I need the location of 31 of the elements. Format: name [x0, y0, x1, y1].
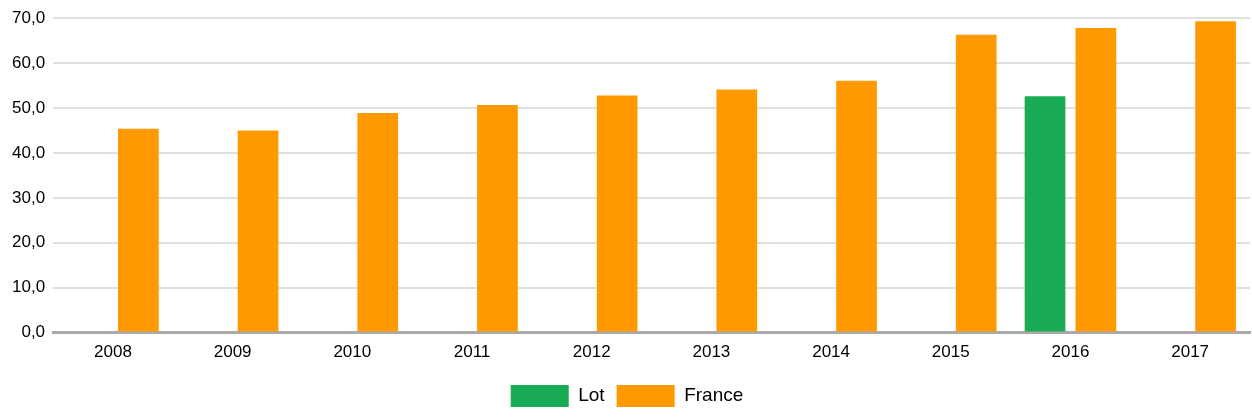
- y-tick-label: 50,0: [11, 97, 46, 117]
- y-tick-label: 70,0: [11, 7, 46, 27]
- y-tick-label: 0,0: [21, 322, 46, 342]
- x-tick-label: 2009: [213, 342, 252, 362]
- legend-label: France: [684, 384, 744, 406]
- x-tick-label: 2013: [692, 342, 731, 362]
- y-tick-label: 20,0: [11, 232, 46, 252]
- y-tick-label: 40,0: [11, 142, 46, 162]
- bar: [237, 130, 279, 332]
- y-tick-label: 10,0: [11, 277, 46, 297]
- bar: [716, 89, 758, 332]
- bar: [836, 80, 877, 332]
- x-tick-label: 2008: [94, 342, 132, 362]
- x-tick-label: 2010: [333, 342, 372, 362]
- bar: [955, 34, 997, 332]
- x-tick-label: 2012: [572, 342, 611, 362]
- y-tick-label: 30,0: [11, 187, 46, 207]
- x-tick-label: 2015: [931, 342, 970, 362]
- bar: [357, 112, 399, 332]
- y-tick-label: 60,0: [11, 52, 46, 72]
- x-tick-label: 2011: [453, 342, 491, 362]
- bar: [1195, 21, 1236, 332]
- bar: [118, 128, 159, 332]
- bar: [1075, 28, 1117, 332]
- x-tick-label: 2016: [1051, 342, 1090, 362]
- bar: [477, 104, 518, 332]
- legend-label: Lot: [578, 384, 606, 406]
- bar: [1024, 96, 1066, 332]
- x-tick-label: 2014: [812, 342, 850, 362]
- bar: [596, 95, 638, 332]
- x-tick-label: 2017: [1171, 342, 1210, 362]
